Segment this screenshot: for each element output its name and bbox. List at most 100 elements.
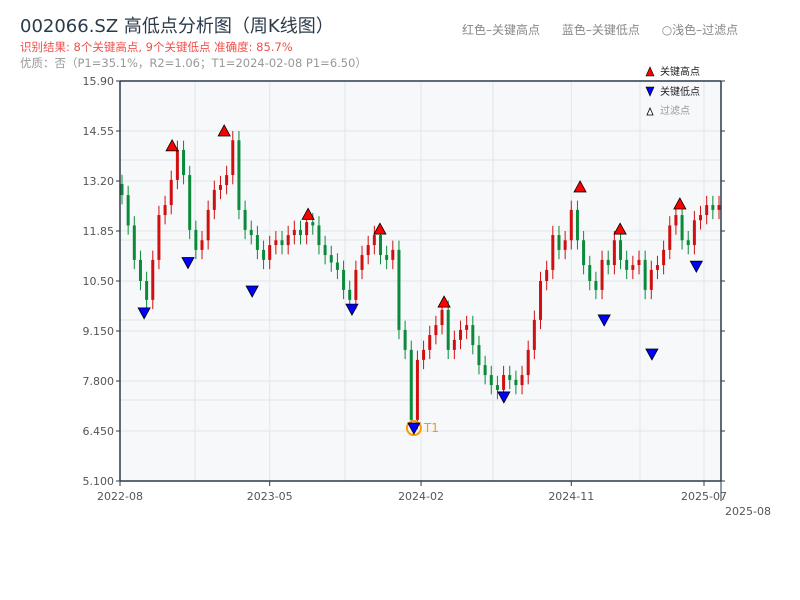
x-tick-label: 2024-11 bbox=[548, 490, 594, 503]
candle-body bbox=[378, 235, 382, 256]
y-tick-label: 7.800 bbox=[83, 375, 115, 388]
candle-body bbox=[311, 222, 315, 226]
candle-body bbox=[243, 209, 247, 230]
candle-body bbox=[218, 185, 222, 190]
candle-body bbox=[582, 240, 586, 266]
key-low-marker bbox=[689, 260, 703, 274]
candle-body bbox=[705, 205, 709, 216]
candle-body bbox=[551, 235, 555, 270]
chart-title: 002066.SZ 高低点分析图（周K线图） bbox=[20, 16, 334, 37]
candle-body bbox=[699, 215, 703, 221]
candle-body bbox=[268, 245, 272, 260]
candle-body bbox=[489, 375, 493, 386]
candle-body bbox=[606, 259, 610, 266]
candle-body bbox=[255, 235, 259, 250]
legend-high-icon bbox=[645, 66, 655, 77]
candle-body bbox=[206, 209, 210, 241]
candle-body bbox=[120, 183, 124, 196]
candle-body bbox=[317, 225, 321, 246]
candle-body bbox=[434, 325, 438, 336]
candle-body bbox=[477, 345, 481, 366]
key-low-marker bbox=[497, 391, 511, 404]
candle-body bbox=[520, 375, 524, 386]
candle-body bbox=[643, 259, 647, 290]
t1-label: T1 bbox=[423, 421, 439, 435]
candle-body bbox=[655, 265, 659, 270]
key-low-marker bbox=[137, 307, 151, 320]
candle-body bbox=[502, 375, 506, 390]
candle-body bbox=[452, 339, 456, 350]
top-legend: 红色–关键高点 蓝色–关键低点 ○浅色–过滤点 bbox=[462, 21, 738, 38]
candle-body bbox=[471, 325, 475, 346]
x-tick-label: 2023-05 bbox=[247, 490, 293, 503]
candle-body bbox=[619, 240, 623, 260]
candle-body bbox=[649, 269, 653, 290]
candle-body bbox=[662, 249, 666, 266]
candle-body bbox=[249, 229, 253, 236]
top-legend-filtered: ○浅色–过滤点 bbox=[661, 23, 739, 37]
candle-body bbox=[335, 262, 339, 270]
y-tick-label: 9.150 bbox=[83, 325, 115, 338]
key-low-marker bbox=[645, 348, 659, 361]
candle-body bbox=[366, 245, 370, 256]
candle-body bbox=[225, 175, 229, 186]
candle-body bbox=[286, 235, 290, 246]
y-tick-label: 11.85 bbox=[83, 225, 115, 238]
candle-body bbox=[274, 240, 278, 246]
x-tick-label: 2022-08 bbox=[97, 490, 143, 503]
x-tick-label: 2025-08 bbox=[725, 505, 771, 518]
candle-body bbox=[563, 240, 567, 250]
candle-body bbox=[397, 249, 401, 330]
candle-body bbox=[625, 259, 629, 270]
candle-body bbox=[717, 205, 721, 210]
key-low-marker bbox=[181, 257, 195, 270]
t1-circle bbox=[405, 420, 422, 437]
candle-body bbox=[631, 265, 635, 270]
candle-body bbox=[188, 175, 192, 230]
candle-body bbox=[680, 215, 684, 241]
key-high-marker bbox=[673, 197, 687, 210]
x-tick-label: 2024-02 bbox=[398, 490, 444, 503]
candle-body bbox=[163, 205, 167, 216]
candle-body bbox=[588, 265, 592, 281]
candle-body bbox=[692, 220, 696, 246]
candle-body bbox=[446, 309, 450, 350]
candle-body bbox=[600, 259, 604, 290]
candle-body bbox=[200, 240, 204, 250]
candle-body bbox=[409, 349, 413, 420]
candle-body bbox=[354, 269, 358, 300]
candle-body bbox=[508, 375, 512, 380]
candle-body bbox=[237, 140, 241, 210]
candle-body bbox=[575, 209, 579, 241]
legend-filtered-icon bbox=[646, 106, 654, 116]
candle-body bbox=[612, 240, 616, 266]
candle-body bbox=[175, 149, 179, 180]
legend-label: 关键低点 bbox=[660, 85, 700, 98]
x-tick-label: 2025-07 bbox=[681, 490, 727, 503]
candle-body bbox=[668, 225, 672, 250]
candle-body bbox=[495, 385, 499, 390]
candle-body bbox=[440, 309, 444, 326]
candle-body bbox=[372, 235, 376, 246]
key-high-marker bbox=[613, 222, 627, 235]
key-high-marker bbox=[217, 124, 231, 137]
candle-body bbox=[298, 229, 302, 236]
candle-body bbox=[711, 205, 715, 210]
candle-body bbox=[169, 179, 173, 206]
key-high-marker bbox=[437, 295, 451, 308]
candle-body bbox=[686, 240, 690, 246]
candle-body bbox=[329, 255, 333, 263]
legend-label: 关键高点 bbox=[660, 65, 700, 78]
legend-label: 过滤点 bbox=[660, 104, 690, 117]
top-legend-low: 蓝色–关键低点 bbox=[561, 23, 640, 37]
candle-body bbox=[323, 245, 327, 256]
key-low-marker bbox=[407, 422, 421, 435]
candle-body bbox=[532, 319, 536, 350]
quality-summary: 优质：否（P1=35.1%，R2=1.06；T1=2024-02-08 P1=6… bbox=[20, 56, 367, 70]
candle-body bbox=[145, 281, 149, 300]
candle-body bbox=[194, 229, 198, 250]
candle-body bbox=[385, 255, 389, 260]
y-tick-label: 13.20 bbox=[83, 175, 115, 188]
